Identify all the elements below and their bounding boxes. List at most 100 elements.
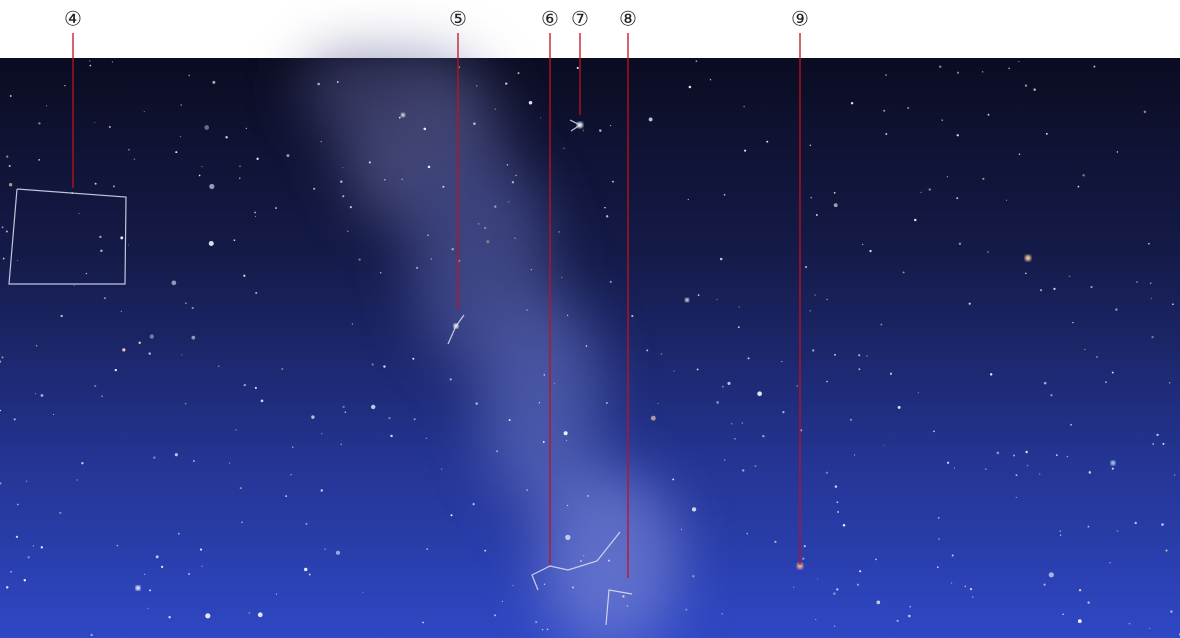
star: [565, 534, 571, 541]
star: [1134, 521, 1137, 525]
star: [496, 450, 499, 453]
star: [834, 353, 836, 356]
star: [1053, 287, 1056, 291]
star: [626, 604, 629, 607]
star: [34, 393, 37, 395]
star: [908, 614, 911, 618]
star: [412, 357, 415, 360]
star: [133, 158, 136, 160]
star: [815, 618, 817, 620]
star: [622, 595, 625, 598]
star: [100, 249, 103, 253]
star: [757, 391, 762, 397]
bright-star: [401, 113, 405, 117]
star: [94, 385, 97, 388]
star: [972, 596, 974, 598]
star: [243, 383, 246, 387]
star: [803, 545, 806, 548]
star: [833, 203, 838, 208]
star: [833, 592, 836, 595]
star: [1143, 110, 1147, 114]
marker-label: ⑦: [571, 7, 589, 31]
star: [793, 586, 795, 588]
star: [239, 177, 241, 179]
star: [340, 443, 342, 446]
star: [281, 368, 284, 370]
star: [1116, 151, 1119, 153]
star: [1128, 622, 1131, 625]
star: [902, 271, 905, 274]
star: [40, 546, 44, 549]
star: [866, 355, 868, 357]
star: [285, 495, 288, 498]
star: [1149, 627, 1151, 629]
star: [340, 180, 343, 183]
star: [826, 298, 828, 301]
star: [907, 106, 910, 110]
star: [32, 545, 35, 547]
star: [1115, 308, 1118, 311]
star: [143, 111, 145, 113]
star: [1156, 433, 1159, 437]
star: [815, 214, 818, 216]
star: [869, 249, 872, 253]
star: [388, 416, 391, 420]
star: [526, 309, 528, 311]
star: [114, 368, 118, 372]
star: [862, 243, 864, 245]
star: [1088, 471, 1092, 474]
star: [660, 353, 663, 355]
star: [320, 489, 323, 492]
star: [982, 71, 984, 73]
star: [175, 151, 178, 154]
star: [1066, 455, 1069, 458]
star: [81, 462, 84, 465]
star: [958, 242, 962, 245]
star: [198, 174, 201, 177]
star: [379, 272, 382, 274]
star: [804, 265, 808, 269]
bright-star: [135, 585, 141, 591]
star: [512, 585, 514, 587]
star: [425, 437, 428, 439]
star: [89, 60, 91, 62]
star: [989, 373, 993, 376]
star: [430, 258, 432, 260]
star: [205, 613, 211, 619]
star: [1096, 356, 1098, 358]
star: [933, 430, 935, 433]
star: [716, 298, 718, 301]
star: [1038, 473, 1041, 475]
star: [1043, 583, 1046, 586]
star: [1087, 601, 1090, 604]
star: [1148, 242, 1150, 245]
star: [188, 74, 191, 77]
star: [5, 586, 9, 589]
star: [60, 314, 63, 318]
star: [561, 276, 563, 278]
star: [1077, 619, 1082, 624]
star: [1116, 530, 1119, 532]
star: [585, 345, 588, 347]
star: [566, 314, 569, 316]
bright-star: [1110, 460, 1116, 466]
star: [311, 415, 315, 419]
star: [320, 140, 322, 143]
star: [153, 456, 156, 459]
star: [398, 116, 401, 119]
star: [657, 402, 659, 405]
star: [144, 573, 146, 575]
star: [174, 453, 178, 457]
star: [697, 294, 700, 296]
star: [40, 394, 44, 397]
star: [741, 469, 745, 472]
marker-label: ⑥: [541, 7, 559, 31]
star: [292, 446, 294, 448]
star: [883, 444, 885, 446]
star: [245, 127, 247, 130]
star: [1059, 530, 1061, 532]
star: [1059, 534, 1062, 536]
star: [111, 61, 113, 63]
star: [546, 628, 549, 631]
star: [305, 522, 308, 525]
